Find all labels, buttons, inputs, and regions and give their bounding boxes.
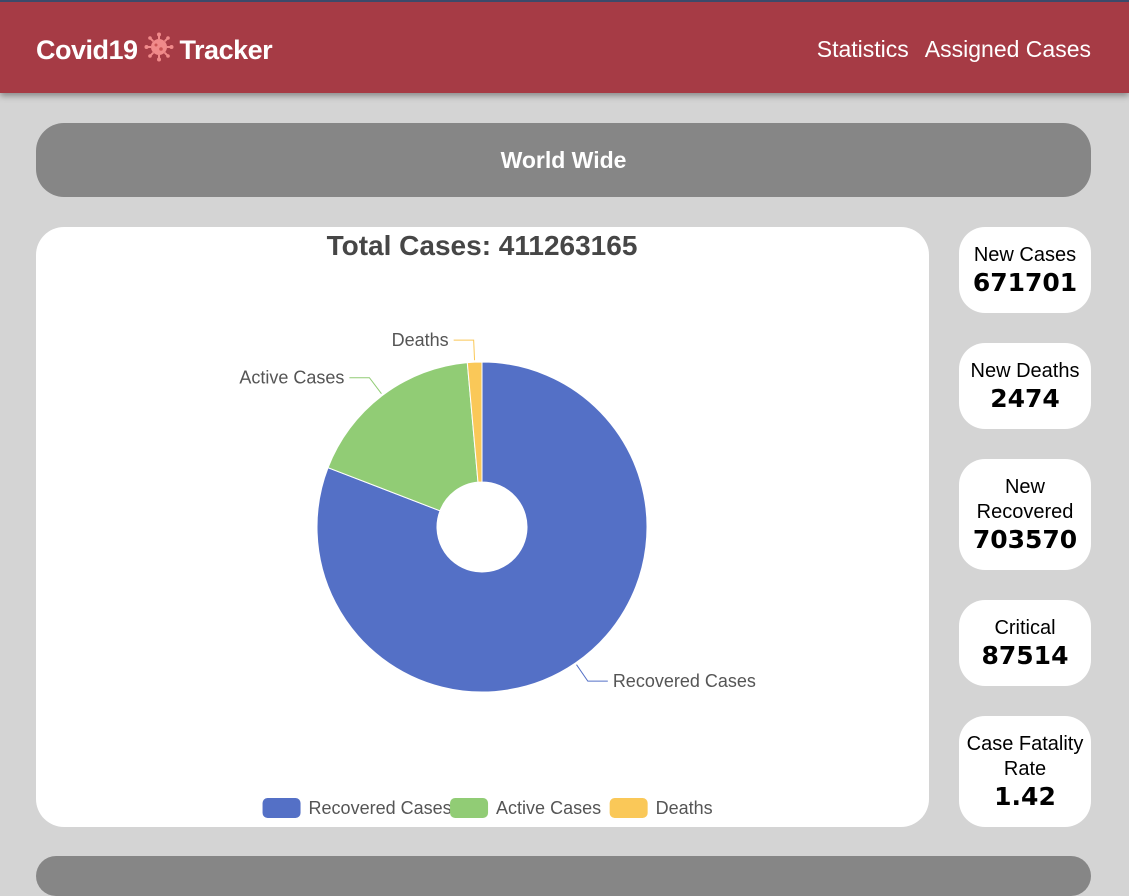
legend-item[interactable]: Active Cases — [450, 798, 601, 818]
stat-value: 2474 — [990, 383, 1060, 413]
legend-label: Recovered Cases — [309, 798, 452, 818]
brand-logo[interactable]: Covid19 Tracker — [36, 32, 273, 68]
leader-line — [576, 664, 608, 682]
next-section-banner — [36, 856, 1091, 896]
legend-item[interactable]: Deaths — [609, 798, 713, 818]
world-wide-banner: World Wide — [36, 123, 1091, 197]
leader-line — [453, 339, 476, 361]
slice-label: Deaths — [392, 330, 449, 350]
stat-label: New Cases — [973, 243, 1077, 266]
leader-line — [349, 377, 382, 394]
slice-deaths[interactable] — [466, 361, 483, 483]
stat-label: New Deaths — [970, 359, 1080, 382]
nav-statistics[interactable]: Statistics — [816, 36, 909, 62]
stat-label: Case Fatality Rate — [966, 732, 1084, 780]
stat-new-recovered: New Recovered 703570 — [959, 459, 1091, 570]
stat-new-cases: New Cases 671701 — [959, 227, 1091, 313]
legend-label: Active Cases — [496, 798, 601, 818]
slice-active-cases[interactable] — [327, 362, 479, 512]
legend-swatch — [262, 798, 301, 818]
top-nav: Statistics Assigned Cases — [817, 36, 1091, 63]
slice-label: Recovered Cases — [613, 671, 756, 691]
chart-card: Total Cases: 411263165 Recovered Cases Ac… — [36, 227, 929, 827]
stat-critical: Critical 87514 — [959, 600, 1091, 686]
brand-text-right: Tracker — [179, 34, 273, 65]
donut-chart: Total Cases: 411263165 Recovered Cases Ac… — [239, 230, 756, 818]
legend-label: Deaths — [656, 798, 713, 818]
legend-swatch — [609, 798, 648, 818]
stat-value: 703570 — [972, 524, 1078, 554]
stat-value: 1.42 — [994, 781, 1056, 811]
app-header: Covid19 Tracker Statistics Assigned Case… — [0, 0, 1129, 93]
virus-icon — [144, 32, 174, 62]
slice-recovered-cases[interactable] — [316, 361, 648, 693]
stat-new-deaths: New Deaths 2474 — [959, 343, 1091, 429]
stat-value: 671701 — [972, 267, 1078, 297]
stat-label: Critical — [994, 616, 1056, 639]
nav-assigned-cases[interactable]: Assigned Cases — [924, 36, 1091, 62]
legend-item[interactable]: Recovered Cases — [262, 798, 452, 818]
stat-label: New Recovered — [976, 475, 1074, 523]
stat-value: 87514 — [981, 640, 1069, 670]
stat-case-fatality-rate: Case Fatality Rate 1.42 — [959, 716, 1091, 827]
brand-text-left: Covid19 — [36, 34, 138, 65]
chart-title: Total Cases: 411263165 — [327, 230, 638, 261]
slice-label: Active Cases — [239, 368, 344, 388]
legend-swatch — [450, 798, 489, 818]
